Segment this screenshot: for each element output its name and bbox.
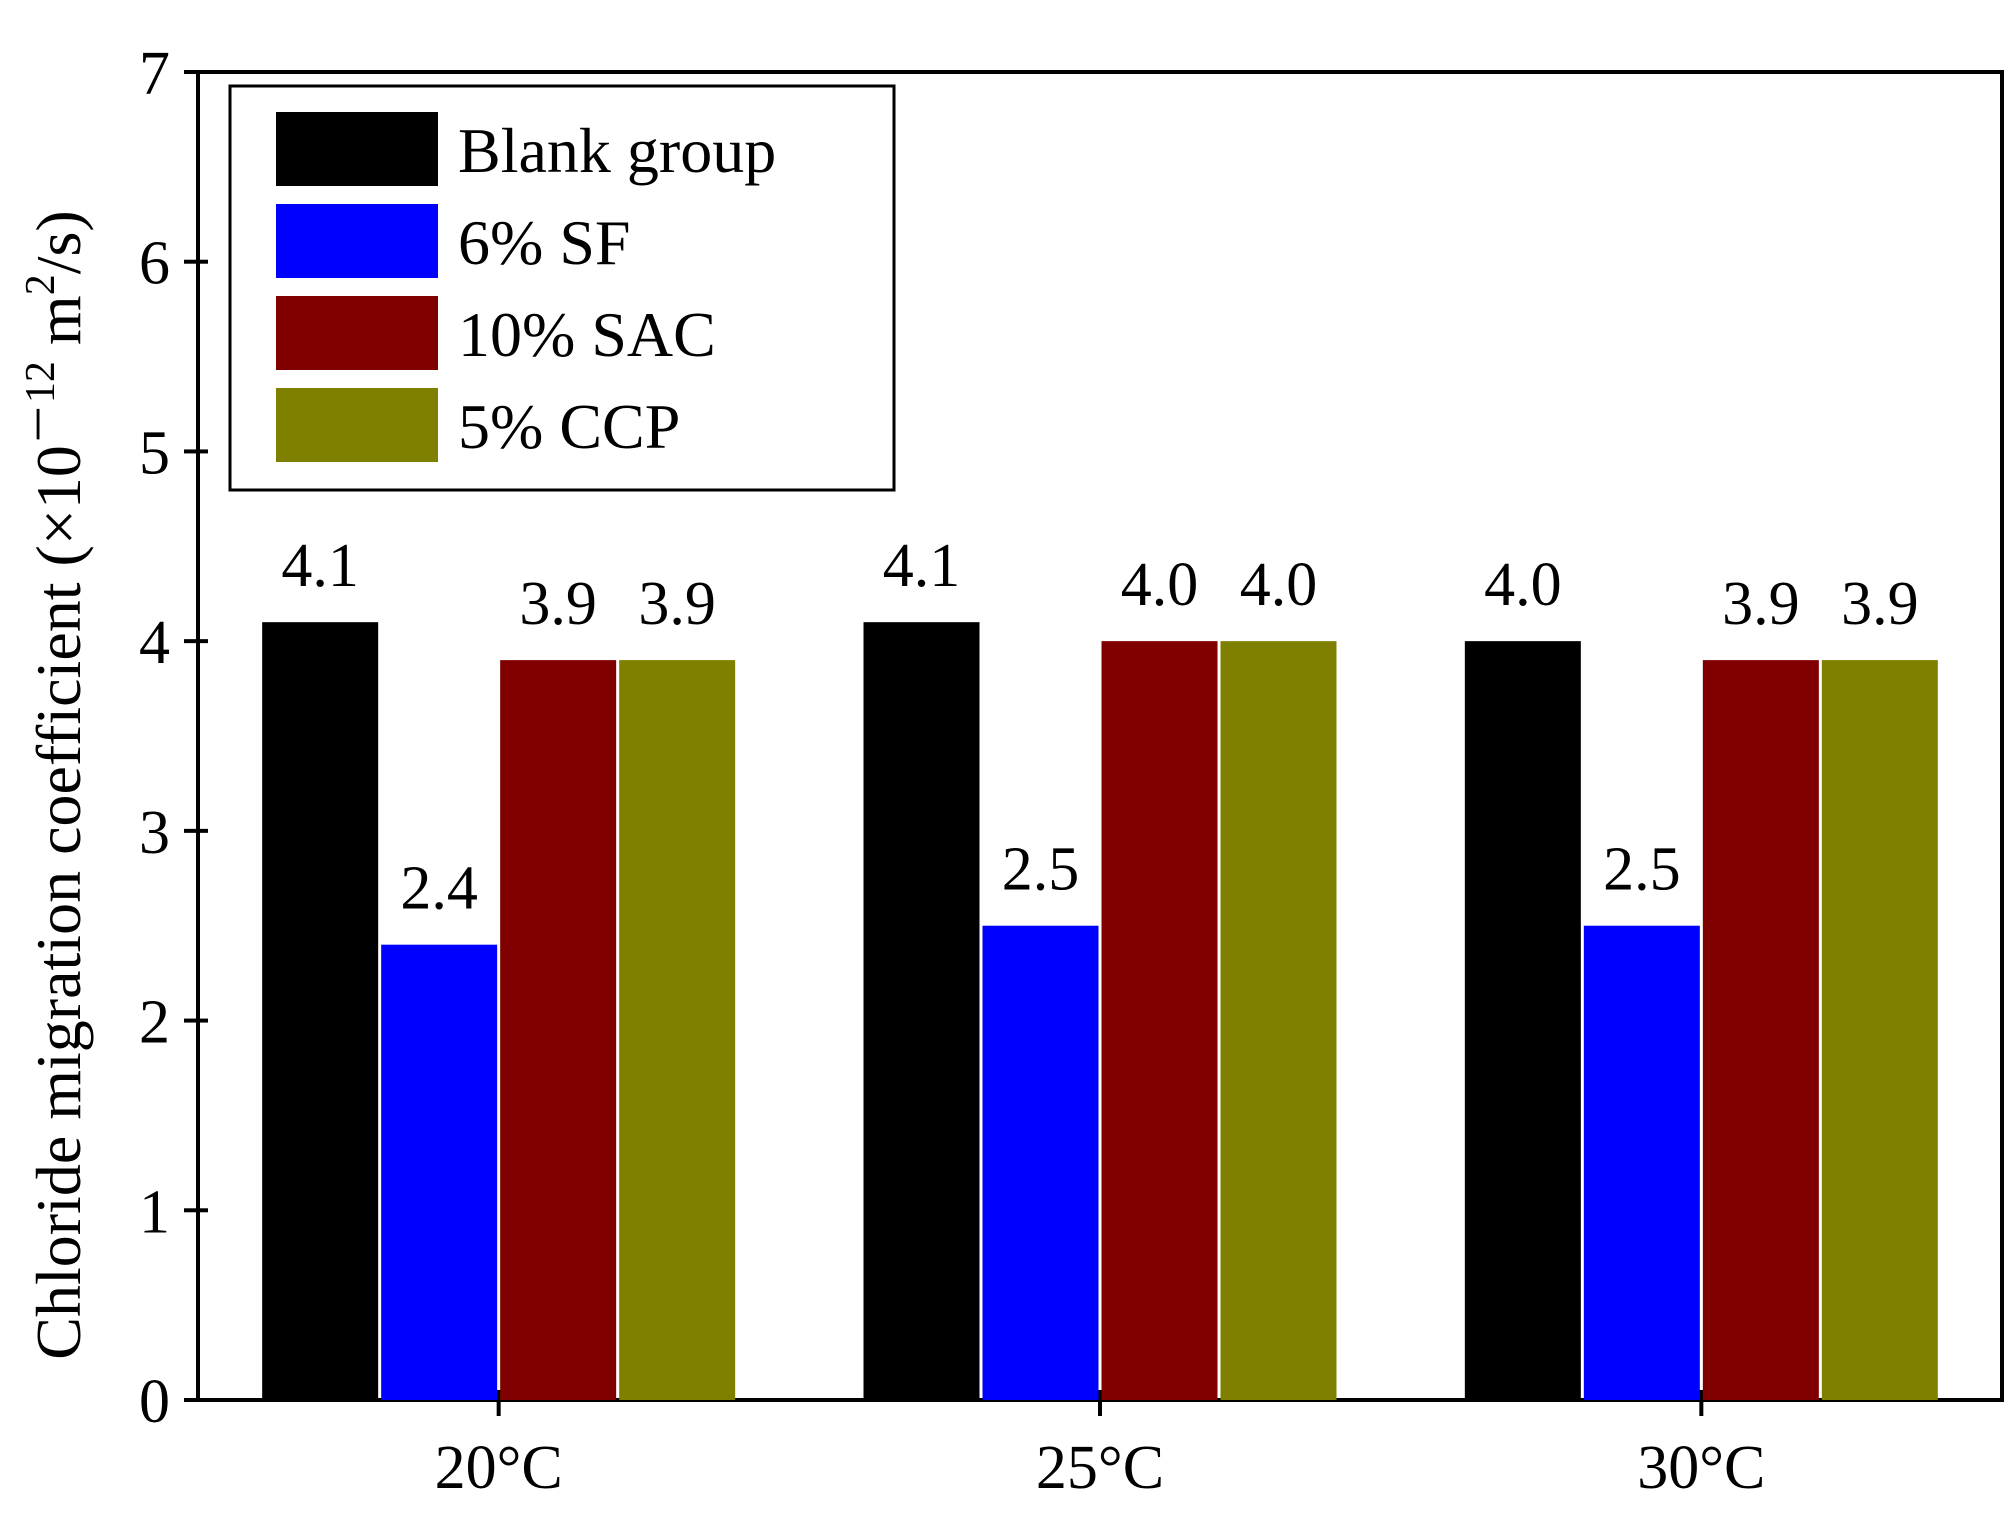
bar-0-2 bbox=[1464, 641, 1581, 1400]
data-label-2-0: 3.9 bbox=[519, 570, 597, 638]
bar-0-1 bbox=[863, 622, 980, 1400]
y-tick-label-5: 5 bbox=[139, 419, 170, 487]
y-axis-label: Chloride migration coefficient (×10－12 m… bbox=[18, 210, 94, 1359]
y-tick-label-3: 3 bbox=[139, 799, 170, 867]
y-tick-label-6: 6 bbox=[139, 230, 170, 298]
x-tick-label-1: 25°C bbox=[1036, 1434, 1164, 1502]
data-label-0-1: 4.1 bbox=[883, 532, 961, 600]
axes: 0 1 2 3 4 5 6 7 20°C 25°C 30°C bbox=[139, 40, 2004, 1502]
y-tick-label-4: 4 bbox=[139, 609, 170, 677]
legend-label-3: 5% CCP bbox=[458, 391, 680, 462]
y-axis-label-group: Chloride migration coefficient (×10－12 m… bbox=[18, 210, 94, 1359]
bar-1-0 bbox=[381, 944, 498, 1400]
data-labels: 4.1 2.4 3.9 3.9 4.1 2.5 4.0 4.0 4.0 2.5 3.9 3.9 bbox=[281, 532, 1918, 923]
y-axis-label-unit-tail: /s) bbox=[23, 210, 94, 274]
bar-2-0 bbox=[500, 660, 617, 1400]
data-label-1-1: 2.5 bbox=[1002, 836, 1080, 904]
legend: Blank group 6% SF 10% SAC 5% CCP bbox=[228, 84, 896, 492]
data-label-1-0: 2.4 bbox=[400, 855, 478, 923]
data-label-0-0: 4.1 bbox=[281, 532, 359, 600]
y-tick-label-7: 7 bbox=[139, 40, 170, 108]
data-label-3-0: 3.9 bbox=[638, 570, 716, 638]
legend-swatch-3 bbox=[276, 388, 438, 462]
data-label-0-2: 4.0 bbox=[1484, 551, 1562, 619]
legend-swatch-2 bbox=[276, 296, 438, 370]
bar-3-0 bbox=[619, 660, 736, 1400]
legend-label-0: Blank group bbox=[458, 115, 776, 186]
y-tick-label-1: 1 bbox=[139, 1178, 170, 1246]
legend-swatch-0 bbox=[276, 112, 438, 186]
data-label-2-2: 3.9 bbox=[1722, 570, 1800, 638]
bar-3-2 bbox=[1821, 660, 1938, 1400]
data-label-2-1: 4.0 bbox=[1121, 551, 1199, 619]
legend-swatch-1 bbox=[276, 204, 438, 278]
y-tick-label-2: 2 bbox=[139, 989, 170, 1057]
bars bbox=[262, 622, 1938, 1400]
x-tick-label-0: 20°C bbox=[435, 1434, 563, 1502]
bar-1-2 bbox=[1583, 925, 1700, 1400]
y-tick-label-0: 0 bbox=[139, 1368, 170, 1436]
data-label-3-1: 4.0 bbox=[1240, 551, 1318, 619]
data-label-3-2: 3.9 bbox=[1841, 570, 1919, 638]
data-label-1-2: 2.5 bbox=[1603, 836, 1681, 904]
y-axis-label-unit-exponent: 2 bbox=[18, 274, 64, 295]
legend-label-2: 10% SAC bbox=[458, 299, 716, 370]
y-axis-label-unit: m bbox=[23, 295, 94, 361]
y-axis-label-exponent: －12 bbox=[18, 361, 64, 445]
bar-3-1 bbox=[1220, 641, 1337, 1400]
bar-0-0 bbox=[262, 622, 379, 1400]
bar-2-1 bbox=[1101, 641, 1218, 1400]
y-axis-label-main: Chloride migration coefficient (×10 bbox=[23, 445, 94, 1360]
bar-2-2 bbox=[1702, 660, 1819, 1400]
legend-label-1: 6% SF bbox=[458, 207, 631, 278]
x-tick-label-2: 30°C bbox=[1637, 1434, 1765, 1502]
bar-1-1 bbox=[982, 925, 1099, 1400]
